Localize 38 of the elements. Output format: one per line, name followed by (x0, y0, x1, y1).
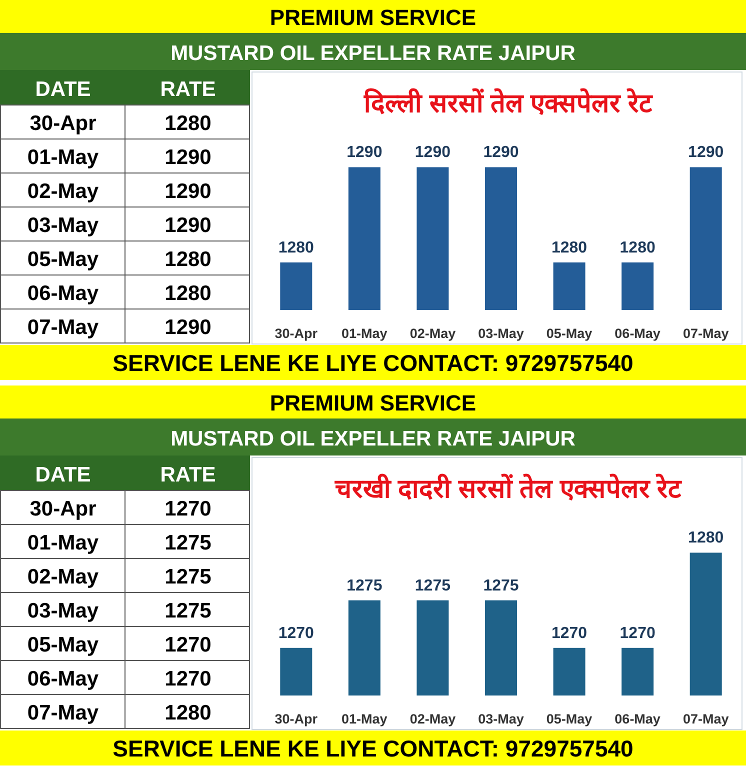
category-label: 06-May (27, 282, 99, 305)
text: चरखी दादरी सरसों तेल एक्सपेलर रेट (334, 474, 682, 504)
text: PREMIUM SERVICE (270, 390, 476, 416)
category-label: 03-May (27, 600, 99, 622)
x-tick-label: 06-May (614, 326, 661, 341)
category-label: 02-May (27, 180, 99, 203)
category-label: 01-May (27, 532, 99, 554)
x-tick-label: 02-May (410, 326, 456, 341)
text: RATE (160, 78, 216, 101)
x-tick-label: 05-May (546, 712, 593, 726)
x-tick-label: 03-May (478, 326, 524, 341)
text: दिल्ली सरसों तेल एक्सपेलर रेट (363, 88, 653, 118)
x-tick-label: 01-May (342, 326, 388, 341)
text: MUSTARD OIL EXPELLER RATE JAIPUR (170, 42, 576, 65)
text: RATE (160, 464, 216, 486)
text: SERVICE LENE KE LIYE CONTACT: 9729757540 (112, 350, 634, 376)
text: PREMIUM SERVICE (270, 5, 476, 30)
x-tick-label: 07-May (682, 712, 730, 726)
text: DATE (35, 464, 91, 486)
category-label: 05-May (27, 248, 99, 271)
x-tick-label: 07-May (682, 326, 730, 341)
x-tick-label: 06-May (614, 712, 661, 726)
category-label: 01-May (27, 146, 99, 169)
category-label: 06-May (27, 668, 99, 690)
text: DATE (35, 78, 91, 101)
text: MUSTARD OIL EXPELLER RATE JAIPUR (170, 428, 576, 450)
category-label: 05-May (27, 634, 99, 656)
x-tick-label: 02-May (410, 712, 456, 726)
x-tick-label: 30-Apr (274, 712, 318, 726)
text: SERVICE LENE KE LIYE CONTACT: 9729757540 (112, 736, 634, 762)
x-tick-label: 03-May (478, 712, 524, 726)
x-tick-label: 01-May (342, 712, 388, 726)
category-label: 03-May (27, 214, 99, 237)
category-label: 30-Apr (30, 112, 96, 135)
x-tick-label: 05-May (546, 326, 593, 341)
category-label: 02-May (27, 566, 99, 588)
category-label: 30-Apr (30, 498, 96, 520)
x-tick-label: 30-Apr (274, 326, 318, 341)
